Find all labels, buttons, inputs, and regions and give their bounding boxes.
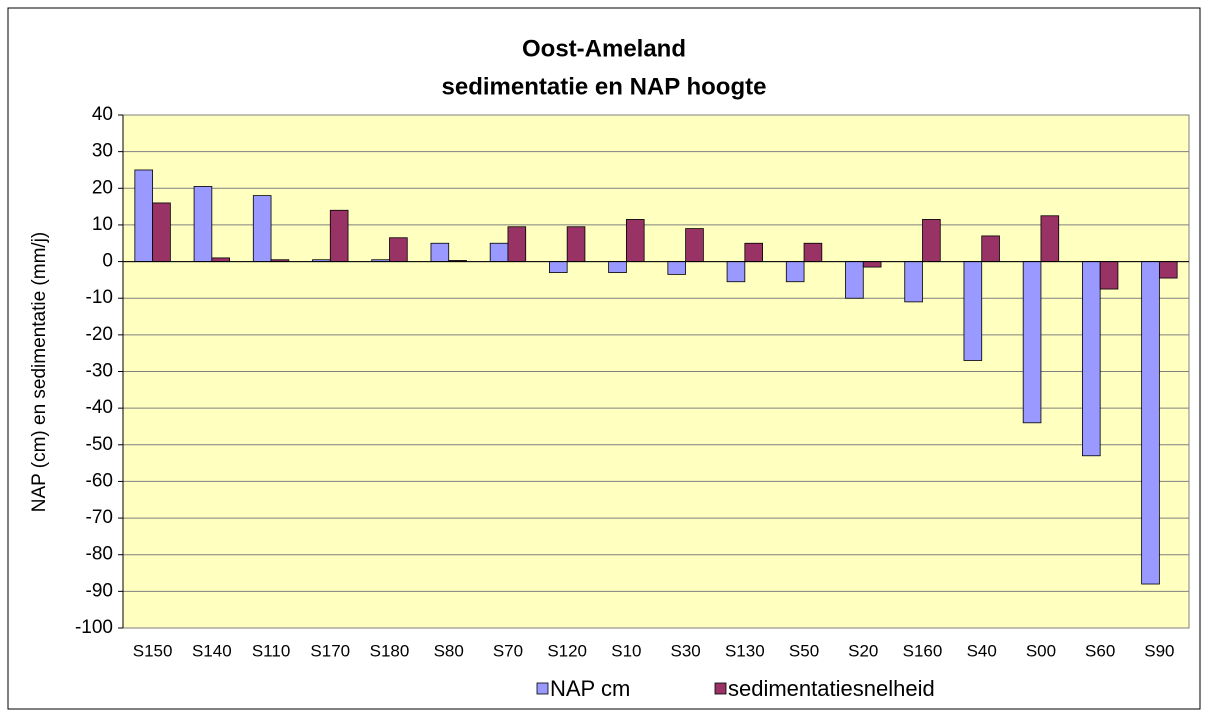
bar xyxy=(785,261,805,283)
y-tick-label: -50 xyxy=(86,434,113,455)
y-tick-label: -60 xyxy=(86,470,113,491)
bar xyxy=(726,261,746,283)
chart-title: sedimentatie en NAP hoogte xyxy=(442,73,767,100)
x-tick-label: S150 xyxy=(133,641,173,660)
bar xyxy=(430,242,450,262)
x-tick-label: S50 xyxy=(789,641,819,660)
legend-swatch xyxy=(714,682,727,695)
x-tick-label: S40 xyxy=(967,641,997,660)
y-tick-label: -70 xyxy=(86,507,113,528)
bar xyxy=(507,226,527,262)
bar xyxy=(1099,261,1119,290)
x-tick-label: S00 xyxy=(1026,641,1056,660)
bar xyxy=(489,242,509,262)
y-tick-label: 10 xyxy=(92,214,113,235)
bar xyxy=(566,226,586,262)
bar xyxy=(1141,261,1160,585)
chart-title: Oost-Ameland xyxy=(522,35,686,62)
bar xyxy=(608,261,627,273)
bar xyxy=(193,186,213,262)
y-tick-label: -80 xyxy=(86,544,113,565)
x-tick-label: S80 xyxy=(434,641,464,660)
bar xyxy=(981,235,1000,262)
y-tick-label: 30 xyxy=(92,141,113,162)
y-tick-label: -20 xyxy=(86,324,113,345)
x-tick-label: S30 xyxy=(670,641,700,660)
x-tick-label: S130 xyxy=(725,641,765,660)
x-tick-label: S160 xyxy=(903,641,943,660)
bar xyxy=(1040,215,1060,262)
y-tick-label: -10 xyxy=(86,287,113,308)
bar xyxy=(845,261,864,299)
bar xyxy=(744,242,763,262)
x-tick-label: S140 xyxy=(192,641,232,660)
bar xyxy=(252,195,272,262)
x-tick-label: S180 xyxy=(370,641,410,660)
x-tick-label: S110 xyxy=(252,641,290,660)
bar xyxy=(329,209,349,262)
legend-label: NAP cm xyxy=(550,676,630,701)
bar xyxy=(389,237,408,262)
bar xyxy=(803,242,823,262)
legend-swatch xyxy=(536,682,549,695)
bar xyxy=(134,169,154,262)
bar xyxy=(1158,261,1178,279)
y-tick-label: -90 xyxy=(86,580,113,601)
x-tick-label: S120 xyxy=(547,641,587,660)
bar xyxy=(211,257,230,262)
bar xyxy=(667,261,687,275)
bar xyxy=(152,202,171,262)
y-tick-label: 40 xyxy=(92,104,113,125)
y-tick-label: 0 xyxy=(102,251,113,272)
x-tick-label: S20 xyxy=(848,641,878,660)
x-tick-label: S70 xyxy=(493,641,523,660)
bar xyxy=(1082,261,1101,457)
bar xyxy=(1022,261,1042,424)
bar xyxy=(625,219,645,262)
bar xyxy=(922,219,941,262)
legend-label: sedimentatiesnelheid xyxy=(728,676,935,701)
bar xyxy=(685,228,704,262)
y-tick-label: 20 xyxy=(92,177,113,198)
x-tick-label: S90 xyxy=(1144,641,1174,660)
bar xyxy=(549,261,568,273)
x-tick-label: S60 xyxy=(1085,641,1115,660)
y-tick-label: -30 xyxy=(86,361,113,382)
y-axis-label: NAP (cm) en sedimentatie (mm/j) xyxy=(29,232,50,513)
bar xyxy=(904,261,923,303)
bar xyxy=(963,261,983,361)
y-tick-label: -40 xyxy=(86,397,113,418)
x-tick-label: S170 xyxy=(310,641,350,660)
bar xyxy=(862,261,882,268)
x-tick-label: S10 xyxy=(611,641,641,660)
y-tick-label: -100 xyxy=(75,617,113,638)
